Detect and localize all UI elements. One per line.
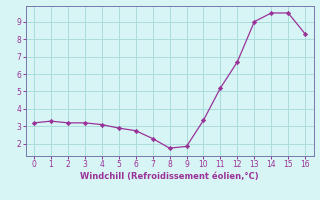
X-axis label: Windchill (Refroidissement éolien,°C): Windchill (Refroidissement éolien,°C) — [80, 172, 259, 181]
